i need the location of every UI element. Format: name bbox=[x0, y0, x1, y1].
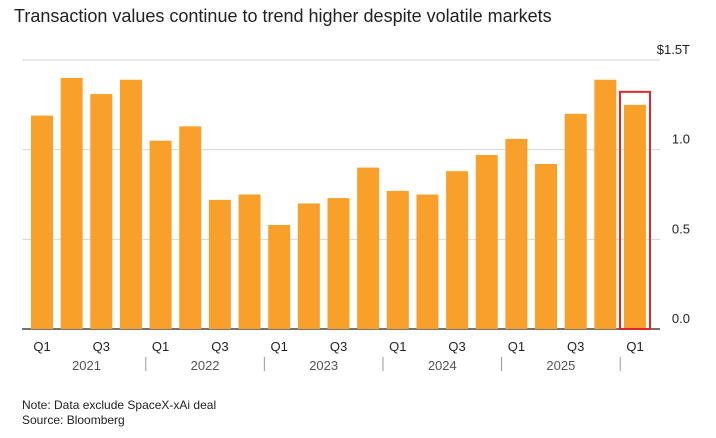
x-tick-label: Q1 bbox=[508, 339, 525, 354]
bar bbox=[238, 194, 261, 329]
bar bbox=[327, 198, 350, 329]
year-label: 2023 bbox=[309, 358, 338, 373]
bar bbox=[594, 79, 617, 329]
bar bbox=[386, 190, 409, 329]
chart-source: Source: Bloomberg bbox=[22, 413, 125, 427]
chart-title: Transaction values continue to trend hig… bbox=[14, 6, 552, 26]
year-label: 2021 bbox=[72, 358, 101, 373]
year-label: 2025 bbox=[546, 358, 575, 373]
x-tick-label: Q1 bbox=[271, 339, 288, 354]
bar bbox=[564, 113, 587, 329]
bar bbox=[60, 77, 83, 330]
y-tick-label: 0.0 bbox=[672, 311, 690, 326]
bar bbox=[208, 199, 231, 329]
x-tick-label: Q3 bbox=[448, 339, 465, 354]
bar bbox=[357, 167, 380, 329]
x-tick-label: Q1 bbox=[152, 339, 169, 354]
bar bbox=[90, 94, 113, 329]
bar bbox=[475, 155, 498, 329]
bar bbox=[179, 126, 202, 329]
year-label: 2024 bbox=[428, 358, 457, 373]
bar bbox=[119, 79, 142, 329]
bar bbox=[149, 140, 172, 329]
year-label: 2022 bbox=[191, 358, 220, 373]
x-tick-label: Q3 bbox=[330, 339, 347, 354]
y-tick-label: 0.5 bbox=[672, 221, 690, 236]
x-tick-label: Q3 bbox=[93, 339, 110, 354]
chart-note: Note: Data exclude SpaceX-xAi deal bbox=[22, 398, 217, 412]
y-tick-label: 1.0 bbox=[672, 132, 690, 147]
bar bbox=[416, 194, 439, 329]
bar bbox=[268, 224, 291, 329]
x-tick-label: Q1 bbox=[33, 339, 50, 354]
x-tick-label: Q1 bbox=[389, 339, 406, 354]
bar bbox=[31, 115, 53, 329]
bar bbox=[297, 203, 320, 329]
highlight-box bbox=[619, 90, 651, 331]
x-tick-label: Q3 bbox=[567, 339, 584, 354]
bar bbox=[505, 138, 528, 329]
bar bbox=[446, 171, 469, 329]
x-tick-label: Q3 bbox=[211, 339, 228, 354]
y-tick-label: $1.5T bbox=[657, 42, 690, 57]
bar bbox=[624, 104, 646, 329]
x-tick-label: Q1 bbox=[626, 339, 643, 354]
bar bbox=[535, 164, 558, 329]
